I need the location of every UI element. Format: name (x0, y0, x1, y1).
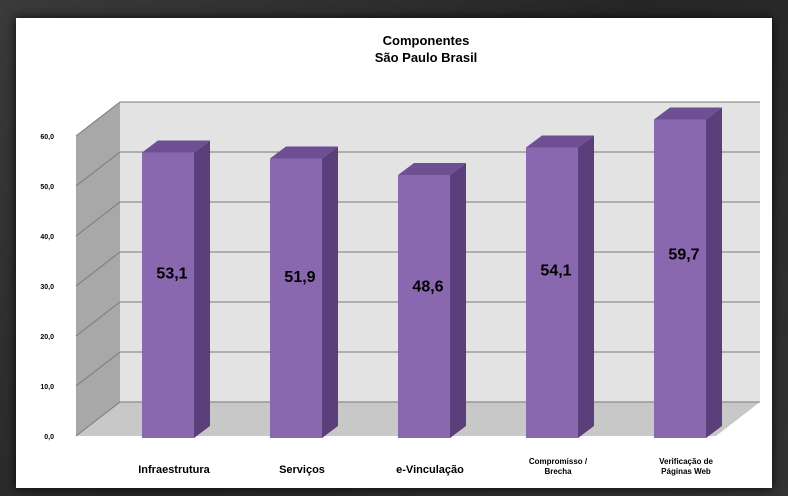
x-tick-label: Serviços (279, 464, 325, 476)
bar-top (142, 140, 210, 153)
bar-top (270, 146, 338, 159)
x-tick-label: Infraestrutura (138, 464, 210, 476)
bar-side (322, 146, 338, 438)
bar (526, 147, 578, 438)
chart-title: Componentes (383, 33, 470, 48)
y-tick-label: 50,0 (40, 184, 54, 191)
bar-top (526, 135, 594, 148)
y-tick-label: 0,0 (44, 434, 54, 441)
gridline-side (75, 351, 121, 387)
y-tick-label: 10,0 (40, 384, 54, 391)
data-label: 48,6 (412, 278, 443, 295)
bar (654, 119, 706, 438)
bar-side (706, 107, 722, 438)
y-tick-label: 60,0 (40, 134, 54, 141)
x-tick-label: Verificação de (659, 457, 713, 466)
gridline-side (75, 101, 121, 137)
bar-side (194, 140, 210, 438)
bar (270, 158, 322, 438)
bar-top (398, 163, 466, 175)
gridline-side (75, 251, 121, 287)
chart-panel: 0,0 10,0 20,0 30,0 40,0 50,0 60,0 53,1 51,9 48,6… (16, 18, 772, 488)
gridline-side (75, 301, 121, 337)
data-label: 53,1 (156, 265, 187, 282)
chart-subtitle: São Paulo Brasil (375, 50, 478, 65)
data-label: 59,7 (668, 246, 699, 263)
x-tick-label: e-Vinculação (396, 464, 464, 476)
data-label: 51,9 (284, 269, 315, 286)
x-tick-label: Brecha (544, 467, 572, 476)
bar-chart: 0,0 10,0 20,0 30,0 40,0 50,0 60,0 53,1 51,9 48,6… (40, 18, 760, 476)
y-tick-label: 30,0 (40, 284, 54, 291)
gridline-side (75, 201, 121, 237)
data-label: 54,1 (540, 263, 571, 280)
gridline-side (75, 401, 121, 437)
bar-top (654, 107, 722, 120)
y-tick-label: 20,0 (40, 334, 54, 341)
bar-side (450, 163, 466, 438)
bar (398, 175, 450, 438)
x-tick-label: Páginas Web (661, 467, 711, 476)
y-tick-label: 40,0 (40, 234, 54, 241)
bar-side (578, 135, 594, 438)
title-background (323, 18, 528, 68)
bar (142, 152, 194, 438)
x-tick-label: Compromisso / (529, 457, 588, 466)
gridline-side (75, 151, 121, 187)
